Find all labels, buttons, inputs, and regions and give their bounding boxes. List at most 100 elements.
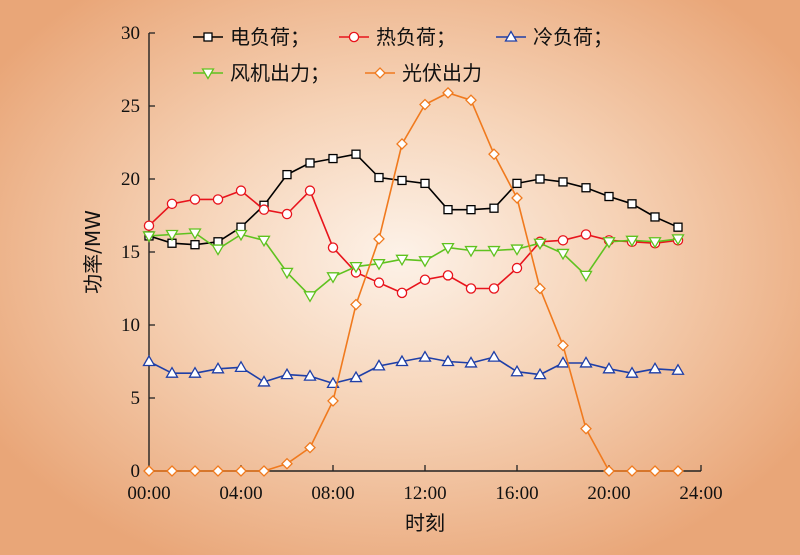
data-point: [510, 244, 524, 256]
data-point: [420, 178, 430, 189]
series-0: [144, 149, 683, 250]
series-line: [148, 232, 679, 297]
data-point: [211, 362, 225, 374]
data-point: [512, 178, 522, 189]
data-point: [374, 172, 384, 183]
data-point: [534, 282, 546, 295]
legend-label: 电负荷；: [230, 25, 310, 49]
data-point: [533, 367, 547, 380]
data-point: [604, 191, 614, 202]
plot-area: [142, 86, 685, 477]
data-point: [304, 441, 316, 454]
data-point: [280, 267, 294, 280]
data-point: [258, 204, 270, 215]
data-point: [443, 205, 453, 215]
legend-item: 热负荷；: [339, 25, 456, 49]
data-point: [281, 208, 293, 220]
legend: 电负荷； 热负荷； 冷负荷； 风机出力； 光伏出力: [193, 25, 613, 85]
data-point: [304, 185, 316, 196]
data-point: [326, 272, 340, 284]
data-point: [327, 395, 339, 407]
data-point: [465, 283, 477, 294]
data-point: [257, 375, 271, 387]
data-point: [511, 192, 523, 204]
legend-label: 冷负荷；: [533, 25, 613, 49]
data-point: [235, 185, 247, 196]
data-point: [142, 354, 156, 367]
data-point: [442, 86, 454, 99]
data-point: [580, 229, 592, 240]
data-point: [511, 262, 523, 274]
y-axis-title: 功率/MW: [81, 210, 105, 294]
data-point: [349, 261, 363, 274]
x-axis-title: 时刻: [405, 511, 445, 535]
data-point: [351, 149, 361, 159]
data-point: [418, 256, 432, 268]
series-1: [143, 185, 684, 299]
legend-item: 风机出力；: [193, 61, 330, 85]
data-point: [188, 366, 202, 378]
series-2: [142, 350, 685, 389]
data-point: [557, 339, 569, 352]
x-tick-label: 16:00: [495, 483, 538, 504]
y-tick-label: 5: [131, 388, 141, 409]
data-point: [558, 177, 568, 187]
data-point: [579, 270, 593, 283]
legend-marker: [374, 67, 386, 79]
data-point: [671, 234, 685, 246]
y-ticks: 0 5 10 15 20 25 30: [121, 23, 155, 482]
data-point: [188, 228, 202, 240]
data-point: [235, 465, 247, 477]
data-point: [395, 354, 409, 367]
data-point: [672, 465, 684, 477]
data-point: [372, 359, 386, 371]
series-3: [142, 228, 685, 303]
data-point: [488, 148, 500, 161]
data-point: [165, 366, 179, 378]
data-point: [166, 465, 178, 477]
data-point: [328, 153, 338, 164]
data-point: [442, 270, 454, 281]
data-point: [234, 229, 248, 242]
data-point: [165, 229, 179, 242]
data-point: [373, 277, 385, 288]
data-point: [280, 367, 294, 380]
data-point: [166, 198, 178, 210]
data-point: [557, 235, 569, 246]
y-tick-label: 20: [121, 169, 140, 190]
x-ticks: 00:00 04:00 08:00 12:00 16:00 20:00 24:00: [127, 465, 723, 504]
data-point: [650, 212, 660, 222]
data-point: [441, 354, 455, 367]
data-point: [489, 203, 499, 213]
data-point: [282, 169, 292, 180]
data-point: [326, 376, 340, 389]
data-point: [303, 369, 317, 381]
data-point: [190, 240, 200, 250]
axes: 0 5 10 15 20 25 30 00:00 04:00 08:00 12:00 16:00 20…: [121, 23, 723, 504]
data-point: [625, 366, 639, 378]
data-point: [281, 457, 293, 470]
data-point: [396, 138, 408, 150]
data-point: [580, 422, 592, 435]
data-point: [602, 362, 616, 374]
data-point: [234, 360, 248, 372]
data-point: [189, 465, 201, 477]
data-point: [673, 222, 683, 232]
data-point: [556, 356, 570, 368]
data-point: [535, 174, 545, 184]
series-line: [148, 356, 679, 385]
data-point: [487, 245, 501, 258]
data-point: [602, 237, 616, 249]
data-point: [327, 242, 339, 253]
data-point: [305, 158, 315, 168]
x-tick-label: 20:00: [587, 483, 630, 504]
data-point: [648, 237, 662, 249]
data-point: [257, 235, 271, 248]
data-point: [465, 94, 477, 107]
y-tick-label: 30: [121, 23, 140, 44]
x-tick-label: 24:00: [679, 483, 722, 504]
data-point: [373, 232, 385, 245]
data-point: [441, 242, 455, 255]
data-point: [464, 245, 478, 258]
data-point: [419, 274, 431, 285]
